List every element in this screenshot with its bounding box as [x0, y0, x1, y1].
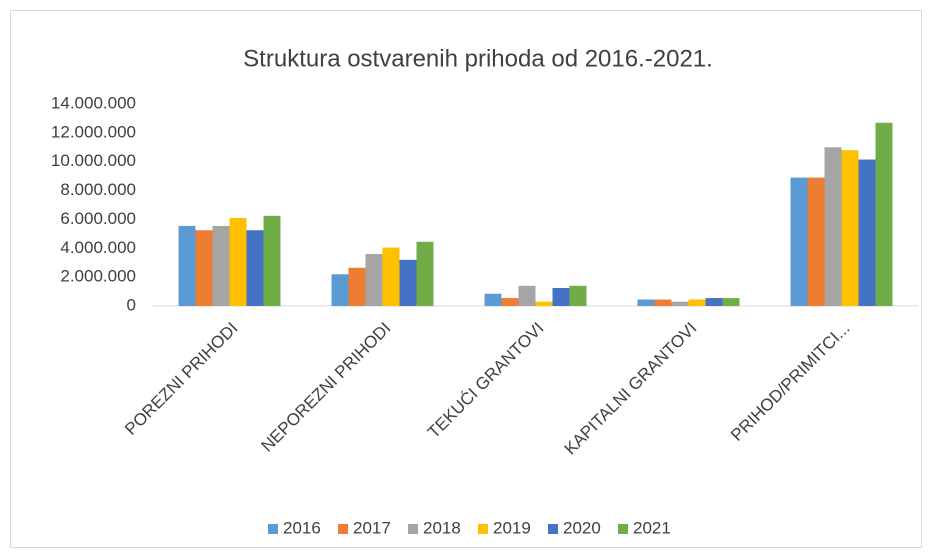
bar	[535, 301, 553, 306]
bar	[195, 230, 213, 306]
bar	[790, 177, 808, 306]
legend-swatch	[268, 524, 278, 534]
legend-label: 2018	[423, 518, 461, 537]
bar	[365, 254, 383, 306]
y-tick-label: 6.000.000	[60, 209, 136, 228]
bar	[178, 225, 196, 306]
bar	[807, 177, 825, 306]
bar	[382, 247, 400, 306]
bar	[212, 225, 230, 306]
bar	[569, 285, 587, 306]
legend-label: 2017	[353, 518, 391, 537]
chart-border	[10, 10, 922, 548]
y-tick-label: 12.000.000	[51, 122, 136, 141]
bar	[399, 259, 417, 306]
bar	[705, 298, 723, 306]
legend-swatch	[338, 524, 348, 534]
bar	[263, 215, 281, 306]
bar	[416, 241, 434, 306]
legend-label: 2020	[563, 518, 601, 537]
y-tick-label: 2.000.000	[60, 267, 136, 286]
bar	[552, 287, 570, 306]
bar	[671, 301, 689, 306]
bar	[875, 122, 893, 306]
legend-swatch	[478, 524, 488, 534]
bar	[484, 293, 502, 306]
legend-label: 2016	[283, 518, 321, 537]
legend-swatch	[408, 524, 418, 534]
bar	[246, 230, 264, 306]
bar	[348, 267, 366, 306]
y-tick-label: 0	[127, 295, 136, 314]
bar	[637, 299, 655, 306]
y-tick-label: 10.000.000	[51, 151, 136, 170]
y-tick-label: 8.000.000	[60, 180, 136, 199]
legend-label: 2019	[493, 518, 531, 537]
bar	[331, 274, 349, 306]
bar	[518, 285, 536, 306]
bar	[824, 147, 842, 306]
bar	[654, 299, 672, 306]
bar	[722, 298, 740, 306]
bar	[858, 159, 876, 306]
bar	[501, 298, 519, 306]
legend-swatch	[548, 524, 558, 534]
bar	[841, 150, 859, 306]
legend-label: 2021	[633, 518, 671, 537]
chart-title: Struktura ostvarenih prihoda od 2016.-20…	[243, 45, 713, 72]
bar	[688, 299, 706, 306]
bar	[229, 217, 247, 306]
y-tick-label: 14.000.000	[51, 93, 136, 112]
legend-swatch	[618, 524, 628, 534]
y-tick-label: 4.000.000	[60, 238, 136, 257]
